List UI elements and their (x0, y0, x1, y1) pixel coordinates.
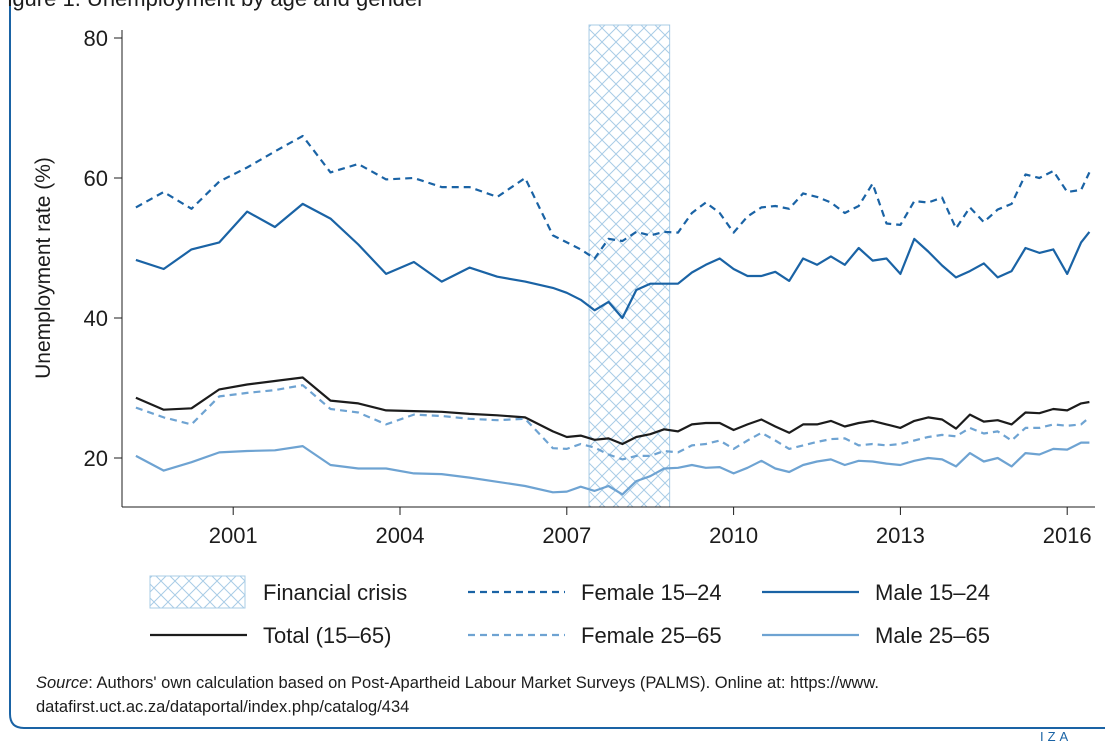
y-axis-label: Unemployment rate (%) (32, 157, 55, 379)
frame (9, 0, 1105, 729)
chart-title: Figure 1. Unemployment by age and gender (0, 0, 424, 11)
legend-label: Male 15–24 (875, 580, 990, 605)
y-tick-label: 80 (84, 26, 108, 51)
source-line: datafirst.uct.ac.za/dataportal/index.php… (36, 698, 409, 716)
series-line (135, 384, 1091, 461)
logo: IZA (1040, 729, 1072, 742)
shaded-region (588, 24, 671, 508)
x-tick-label: 2010 (709, 523, 758, 548)
x-tick-label: 2004 (376, 523, 425, 548)
legend-swatch (149, 575, 246, 609)
y-tick-label: 60 (84, 166, 108, 191)
legend-label: Financial crisis (263, 580, 407, 605)
y-tick-label: 20 (84, 446, 108, 471)
x-tick-label: 2001 (209, 523, 258, 548)
legend-label: Male 25–65 (875, 623, 990, 648)
series-line (135, 202, 1091, 320)
x-tick-label: 2016 (1043, 523, 1092, 548)
legend-label: Female 25–65 (581, 623, 722, 648)
series-line (135, 441, 1090, 496)
x-tick-label: 2007 (542, 523, 591, 548)
legend-label: Female 15–24 (581, 580, 722, 605)
x-tick-label: 2013 (876, 523, 925, 548)
series-line (135, 134, 1091, 260)
source-line: Source: Authors' own calculation based o… (36, 674, 879, 692)
series-line (135, 376, 1090, 446)
y-tick-label: 40 (84, 306, 108, 331)
source-label: Source (36, 674, 88, 692)
source-text: : Authors' own calculation based on Post… (88, 674, 879, 692)
legend-label: Total (15–65) (263, 623, 391, 648)
